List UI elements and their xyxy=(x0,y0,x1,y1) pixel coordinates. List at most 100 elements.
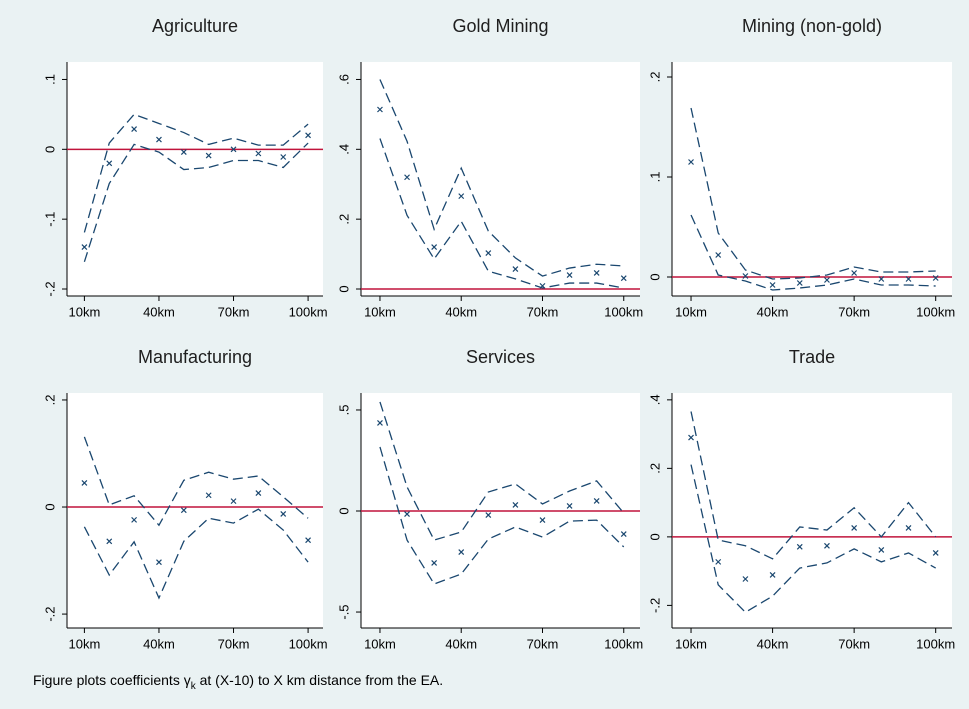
x-tick-label: 100km xyxy=(289,304,328,319)
point-estimate xyxy=(905,525,912,531)
ci-line xyxy=(379,401,625,541)
x-tick-label: 40km xyxy=(445,304,477,319)
point-estimate xyxy=(593,497,600,504)
x-tick-label: 40km xyxy=(757,304,789,319)
point-estimate xyxy=(458,549,465,555)
point-estimate xyxy=(280,511,287,517)
ci-line xyxy=(379,138,624,289)
point-estimate xyxy=(932,275,939,281)
note-subscript: k xyxy=(190,680,196,692)
point-estimate xyxy=(280,154,287,160)
point-estimate xyxy=(431,244,438,251)
point-estimate xyxy=(377,106,383,113)
x-tick-label: 10km xyxy=(675,636,707,651)
point-estimate xyxy=(796,280,803,286)
point-estimate xyxy=(742,576,749,582)
point-estimate xyxy=(131,516,138,523)
point-estimate xyxy=(769,282,776,288)
chart-title: Services xyxy=(466,347,535,367)
point-estimate xyxy=(81,480,88,486)
x-tick-label: 40km xyxy=(143,636,175,651)
plot-area xyxy=(672,62,952,296)
point-estimate xyxy=(255,150,262,157)
point-estimate xyxy=(404,511,410,517)
point-estimate xyxy=(377,419,383,426)
y-tick-label: .4 xyxy=(647,394,662,405)
point-estimate xyxy=(305,132,312,139)
point-estimate xyxy=(932,550,939,556)
y-tick-label: 0 xyxy=(647,533,662,540)
x-tick-label: 100km xyxy=(604,304,643,319)
point-estimate xyxy=(688,159,694,165)
ci-line xyxy=(690,464,937,614)
point-estimate xyxy=(106,160,113,167)
point-estimate xyxy=(305,537,312,544)
chart-title: Gold Mining xyxy=(452,16,548,36)
y-tick-label: 0 xyxy=(647,273,662,280)
point-estimate xyxy=(485,250,492,256)
y-tick-label: .2 xyxy=(42,395,57,406)
point-estimate xyxy=(715,252,722,258)
y-tick-label: .1 xyxy=(647,172,662,183)
chart-title: Manufacturing xyxy=(138,347,252,367)
point-estimate xyxy=(688,434,694,441)
point-estimate xyxy=(620,275,627,282)
x-tick-label: 40km xyxy=(445,636,477,651)
note-text: at (X-10) to X km distance from the EA. xyxy=(195,672,444,688)
y-tick-label: -.1 xyxy=(42,212,57,227)
point-estimate xyxy=(205,492,212,499)
x-tick-label: 40km xyxy=(757,636,789,651)
x-tick-label: 100km xyxy=(604,636,643,651)
y-tick-label: .2 xyxy=(647,72,662,83)
ci-line xyxy=(83,508,309,600)
x-tick-label: 70km xyxy=(838,304,870,319)
x-tick-label: 70km xyxy=(527,304,559,319)
x-tick-label: 10km xyxy=(675,304,707,319)
x-tick-label: 100km xyxy=(289,636,328,651)
ci-line xyxy=(83,113,309,233)
plot-area xyxy=(361,62,640,296)
point-estimate xyxy=(156,559,162,566)
figure-note: Figure plots coefficients γk at (X-10) t… xyxy=(33,672,443,692)
ci-line xyxy=(83,142,309,262)
point-estimate xyxy=(851,270,858,276)
point-estimate xyxy=(81,244,88,251)
chart-title: Agriculture xyxy=(152,16,238,36)
chart-title: Trade xyxy=(789,347,835,367)
x-tick-label: 10km xyxy=(68,304,100,319)
note-text: Figure plots coefficients γ xyxy=(33,672,191,688)
point-estimate xyxy=(742,273,749,279)
point-estimate xyxy=(824,542,830,549)
point-estimate xyxy=(566,272,573,278)
y-tick-label: 0 xyxy=(42,146,57,153)
x-tick-label: 40km xyxy=(143,304,175,319)
point-estimate xyxy=(180,507,187,514)
x-tick-label: 10km xyxy=(68,636,100,651)
x-tick-label: 10km xyxy=(364,636,396,651)
point-estimate xyxy=(878,276,885,282)
x-tick-label: 100km xyxy=(916,636,955,651)
point-estimate xyxy=(458,193,465,200)
point-estimate xyxy=(905,276,912,282)
y-tick-label: .2 xyxy=(336,214,351,225)
y-tick-label: 0 xyxy=(42,503,57,510)
point-estimate xyxy=(539,517,546,524)
plot-area xyxy=(672,393,952,628)
point-estimate xyxy=(878,546,885,553)
ci-line xyxy=(379,446,625,585)
x-tick-label: 70km xyxy=(218,636,250,651)
point-estimate xyxy=(769,571,776,578)
ci-line xyxy=(690,107,936,280)
y-tick-label: 0 xyxy=(336,285,351,292)
point-estimate xyxy=(824,277,830,283)
ci-line xyxy=(83,436,309,527)
point-estimate xyxy=(156,136,162,143)
point-estimate xyxy=(851,525,858,531)
point-estimate xyxy=(431,560,438,566)
point-estimate xyxy=(230,146,237,153)
point-estimate xyxy=(485,512,492,518)
y-tick-label: .6 xyxy=(336,74,351,85)
x-tick-label: 100km xyxy=(916,304,955,319)
point-estimate xyxy=(512,502,519,508)
y-tick-label: -.2 xyxy=(42,606,57,621)
